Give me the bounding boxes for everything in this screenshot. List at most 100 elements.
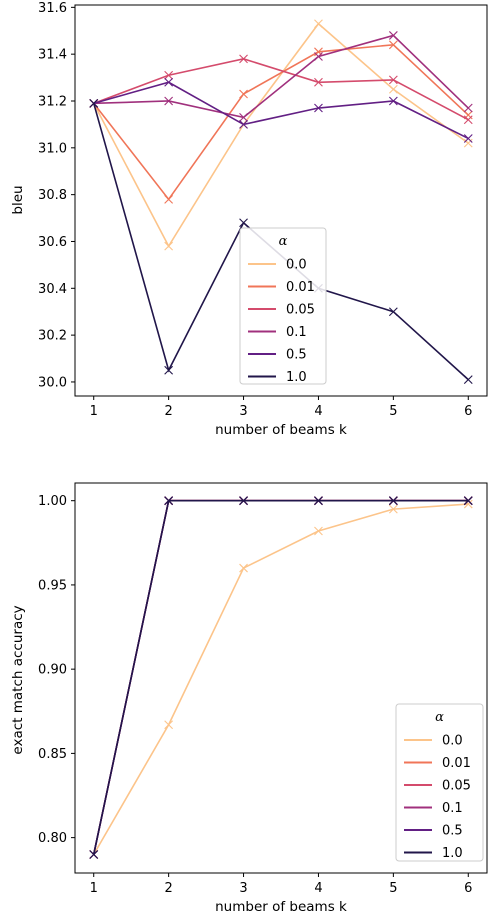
x-axis-label: number of beams k [215,422,347,438]
series-line [93,43,469,201]
y-tick-label: 1.00 [38,494,67,509]
series-line [93,81,469,140]
data-point [463,138,473,148]
series-line [92,499,469,855]
x-tick-label: 5 [389,881,397,896]
data-point [388,31,398,40]
data-point [239,112,248,122]
legend-label: 0.05 [442,779,471,794]
y-tick-label: 0.95 [38,578,67,593]
legend-item: 0.01 [248,280,315,295]
data-point [164,496,174,506]
data-point [463,115,473,125]
x-tick-label: 4 [314,881,322,896]
x-tick-label: 5 [389,404,397,419]
series-alpha-0_01 [89,40,473,204]
legend-label: 0.01 [286,280,315,295]
legend-item: 1.0 [404,846,463,861]
legend: α 0.0 0.01 0.05 0.1 0.5 1.0 [239,227,327,385]
y-tick-label: 30.4 [38,282,67,297]
y-tick-label: 0.90 [38,663,67,678]
data-point [463,496,473,506]
bleu-chart: 1 2 3 4 5 6 30.0 30.2 30.4 30.6 30.8 31.0 31.2 31.4 31… [10,1,488,438]
legend: α 0.0 0.01 0.05 0.1 0.5 1.0 [395,703,484,862]
data-point [164,96,174,106]
legend-item: 0.5 [404,824,463,839]
legend-item: 0.0 [404,734,463,749]
legend-label: 0.1 [286,325,307,340]
data-point [239,120,248,129]
data-point [164,70,174,80]
legend-label: 1.0 [286,370,307,385]
legend-label: 0.0 [442,734,463,749]
data-point [314,52,323,61]
data-point [239,496,248,506]
data-point [89,850,99,859]
data-point [89,98,99,108]
legend-label: 0.01 [442,756,471,771]
series-line [93,58,469,121]
axes-frame [74,4,488,397]
legend-item: 0.0 [248,258,307,273]
legend-label: 0.1 [442,801,463,816]
legend-label: 0.05 [286,303,315,318]
data-point [239,89,248,99]
data-point [164,365,174,375]
legend-box [239,227,327,385]
x-tick-label: 2 [164,404,172,419]
series-line [93,22,469,248]
y-tick-label: 30.8 [38,188,67,203]
legend-item: 0.05 [248,303,315,318]
legend-title: α [279,234,288,249]
y-tick-label: 31.6 [38,1,67,16]
legend-item: 0.5 [248,348,307,363]
y-axis-label: bleu [10,185,26,214]
legend-label: 0.5 [442,824,463,839]
legend-label: 0.5 [286,348,307,363]
data-point [388,307,398,317]
data-point [388,75,398,85]
legend-item: 0.01 [404,756,471,771]
series-alpha-1_0 [89,496,473,859]
exact-match-chart: 1 2 3 4 5 6 0.80 0.85 0.90 0.95 1.00 number of beam… [10,482,488,915]
data-point [388,84,398,94]
series-alpha-0_1 [89,31,473,122]
data-point [164,77,174,87]
legend-box [395,703,484,862]
legend-title: α [435,710,444,725]
y-tick-label: 30.2 [38,329,67,344]
data-point [314,496,323,506]
data-point [239,218,248,228]
data-point [164,194,174,204]
data-point [314,77,323,87]
y-tick-label: 30.0 [38,375,67,390]
data-point [239,563,248,573]
data-point [388,496,398,506]
data-point [463,134,473,143]
data-point [388,40,398,50]
data-point [314,19,323,29]
y-tick-label: 31.4 [38,48,67,63]
series-line [93,34,469,119]
y-tick-label: 0.85 [38,747,67,762]
data-point [463,103,473,113]
legend-item: 0.05 [404,779,471,794]
data-point [463,375,473,384]
x-tick-label: 1 [90,404,98,419]
data-point [388,96,398,106]
legend-label: 0.0 [286,258,307,273]
x-tick-label: 2 [164,881,172,896]
x-tick-label: 4 [314,404,322,419]
x-tick-label: 6 [464,881,472,896]
y-tick-label: 30.6 [38,235,67,250]
data-point [314,103,323,113]
data-point [164,720,174,730]
y-tick-label: 31.0 [38,141,67,156]
x-tick-label: 3 [239,404,247,419]
data-point [239,54,248,64]
y-tick-label: 0.80 [38,831,67,846]
y-axis-label: exact match accuracy [10,605,26,754]
series-alpha-0_0 [89,19,473,251]
legend-item: 0.1 [404,801,463,816]
